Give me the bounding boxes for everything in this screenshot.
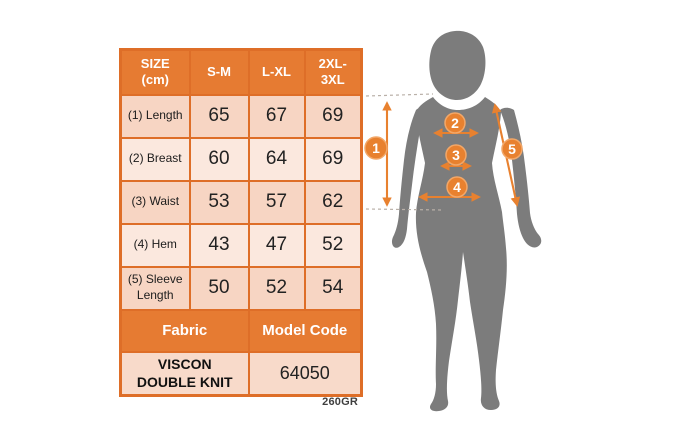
- value-cell: 50: [188, 265, 250, 311]
- measurement-diagram: 1 2 3 4 5: [364, 30, 542, 412]
- dashed-guides: [365, 93, 444, 211]
- row-label: (3) Waist: [119, 179, 191, 225]
- value-cell: 43: [188, 222, 250, 268]
- table-fabric-row: VISCON DOUBLE KNIT 64050: [119, 350, 363, 397]
- value-cell: 69: [303, 136, 363, 182]
- value-cell: 62: [303, 179, 363, 225]
- marker-1: 1: [364, 136, 388, 160]
- value-cell: 67: [247, 93, 306, 139]
- row-label: (5) Sleeve Length: [119, 265, 191, 311]
- model-code-header: Model Code: [247, 308, 363, 353]
- marker-1-label: 1: [372, 140, 380, 156]
- table-subheader-row: Fabric Model Code: [119, 308, 363, 353]
- value-cell: 52: [247, 265, 306, 311]
- row-label: (2) Breast: [119, 136, 191, 182]
- table-row-sleeve-length: (5) Sleeve Length 50 52 54: [119, 265, 363, 311]
- model-code-value: 64050: [247, 350, 363, 397]
- marker-3: 3: [445, 144, 467, 166]
- silhouette-left-arm: [391, 108, 423, 248]
- value-cell: 57: [247, 179, 306, 225]
- value-cell: 53: [188, 179, 250, 225]
- marker-2-label: 2: [451, 115, 459, 131]
- table-header-row: SIZE (cm) S-M L-XL 2XL-3XL: [119, 48, 363, 96]
- marker-2: 2: [444, 112, 466, 134]
- table-row-length: (1) Length 65 67 69: [119, 93, 363, 139]
- value-cell: 65: [188, 93, 250, 139]
- silhouette-head: [429, 30, 486, 100]
- fabric-weight-note: 260GR: [322, 396, 358, 408]
- value-cell: 52: [303, 222, 363, 268]
- fabric-value: VISCON DOUBLE KNIT: [119, 350, 250, 397]
- marker-5-label: 5: [508, 141, 516, 157]
- marker-5: 5: [501, 138, 523, 160]
- size-table: SIZE (cm) S-M L-XL 2XL-3XL (1) Length 65…: [119, 48, 363, 398]
- marker-4-label: 4: [453, 179, 461, 195]
- shoulder-guide-line: [365, 93, 434, 97]
- silhouette-right-arm: [500, 107, 542, 248]
- header-size-2xl3xl: 2XL-3XL: [303, 48, 363, 96]
- measurement-markers: 1 2 3 4 5: [364, 112, 523, 198]
- value-cell: 54: [303, 265, 363, 311]
- header-size-sm: S-M: [188, 48, 250, 96]
- table-row-waist: (3) Waist 53 57 62: [119, 179, 363, 225]
- row-label: (1) Length: [119, 93, 191, 139]
- table-row-breast: (2) Breast 60 64 69: [119, 136, 363, 182]
- value-cell: 64: [247, 136, 306, 182]
- marker-3-label: 3: [452, 147, 460, 163]
- fabric-header: Fabric: [119, 308, 250, 353]
- row-label: (4) Hem: [119, 222, 191, 268]
- value-cell: 60: [188, 136, 250, 182]
- header-size-lxl: L-XL: [247, 48, 306, 96]
- silhouette-body: [415, 97, 507, 412]
- female-silhouette: [391, 30, 542, 412]
- value-cell: 69: [303, 93, 363, 139]
- hip-guide-line: [365, 208, 444, 211]
- header-size-unit: SIZE (cm): [119, 48, 191, 96]
- marker-4: 4: [446, 176, 468, 198]
- table-row-hem: (4) Hem 43 47 52: [119, 222, 363, 268]
- value-cell: 47: [247, 222, 306, 268]
